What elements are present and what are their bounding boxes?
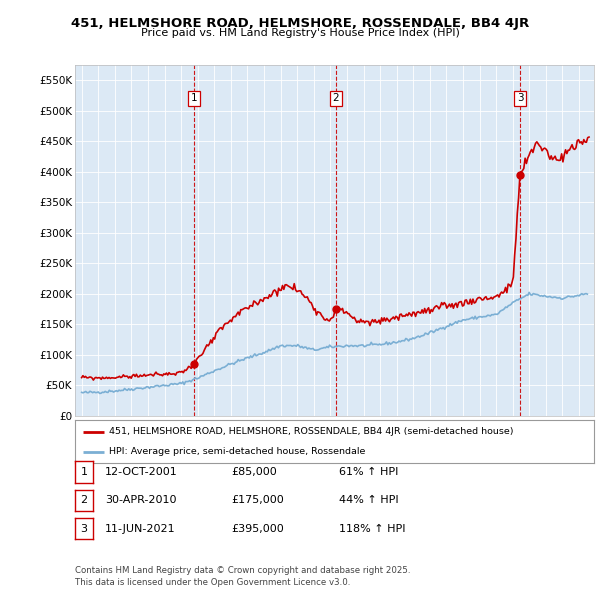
Text: 12-OCT-2001: 12-OCT-2001 bbox=[105, 467, 178, 477]
Text: 3: 3 bbox=[517, 93, 523, 103]
Text: 1: 1 bbox=[80, 467, 88, 477]
Text: Price paid vs. HM Land Registry's House Price Index (HPI): Price paid vs. HM Land Registry's House … bbox=[140, 28, 460, 38]
Text: 11-JUN-2021: 11-JUN-2021 bbox=[105, 524, 176, 533]
Text: 451, HELMSHORE ROAD, HELMSHORE, ROSSENDALE, BB4 4JR (semi-detached house): 451, HELMSHORE ROAD, HELMSHORE, ROSSENDA… bbox=[109, 427, 513, 436]
Text: 61% ↑ HPI: 61% ↑ HPI bbox=[339, 467, 398, 477]
Text: 451, HELMSHORE ROAD, HELMSHORE, ROSSENDALE, BB4 4JR: 451, HELMSHORE ROAD, HELMSHORE, ROSSENDA… bbox=[71, 17, 529, 30]
Text: £395,000: £395,000 bbox=[231, 524, 284, 533]
Text: 2: 2 bbox=[332, 93, 339, 103]
Text: 118% ↑ HPI: 118% ↑ HPI bbox=[339, 524, 406, 533]
Text: Contains HM Land Registry data © Crown copyright and database right 2025.
This d: Contains HM Land Registry data © Crown c… bbox=[75, 566, 410, 587]
Text: £175,000: £175,000 bbox=[231, 496, 284, 505]
Text: 44% ↑ HPI: 44% ↑ HPI bbox=[339, 496, 398, 505]
Text: 3: 3 bbox=[80, 524, 88, 533]
Text: 30-APR-2010: 30-APR-2010 bbox=[105, 496, 176, 505]
Text: HPI: Average price, semi-detached house, Rossendale: HPI: Average price, semi-detached house,… bbox=[109, 447, 365, 456]
Text: 1: 1 bbox=[191, 93, 197, 103]
Text: 2: 2 bbox=[80, 496, 88, 505]
Text: £85,000: £85,000 bbox=[231, 467, 277, 477]
